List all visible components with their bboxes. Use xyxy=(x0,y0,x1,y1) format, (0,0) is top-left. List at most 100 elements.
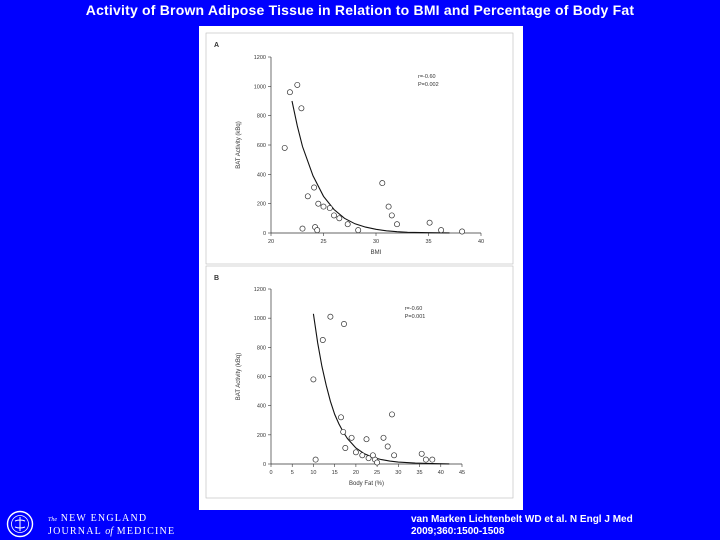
data-point xyxy=(319,337,326,343)
y-tick-label: 600 xyxy=(257,375,266,381)
x-tick-label: 25 xyxy=(320,239,326,245)
y-tick-label: 1000 xyxy=(254,84,266,90)
journal-name: The NEW ENGLAND JOURNAL of MEDICINE xyxy=(48,513,175,537)
figure-panel: A 20 25 30 35 40 0 200 400 600 800 1000 1200 BMI BAT A… xyxy=(199,26,523,510)
journal-line2: JOURNAL of MEDICINE xyxy=(48,526,175,537)
data-point xyxy=(315,200,322,207)
data-point xyxy=(294,81,301,88)
y-tick-label: 1000 xyxy=(254,316,266,322)
x-axis-label: BMI xyxy=(371,250,382,256)
y-tick-label: 400 xyxy=(257,404,266,410)
data-point xyxy=(314,227,321,234)
data-point xyxy=(388,212,395,219)
data-point xyxy=(311,184,318,191)
citation-line2: 2009;360:1500-1508 xyxy=(411,526,505,537)
data-point xyxy=(298,105,305,112)
y-tick-label: 0 xyxy=(263,462,266,468)
journal-logo: The NEW ENGLAND JOURNAL of MEDICINE xyxy=(4,508,204,538)
data-point xyxy=(374,459,381,466)
journal-of-word: of xyxy=(105,526,114,537)
fit-curve xyxy=(312,313,450,465)
data-point xyxy=(389,411,395,418)
y-axis-label: BAT Activity (kBq) xyxy=(236,353,242,400)
data-point xyxy=(342,445,349,451)
x-tick-label: 35 xyxy=(416,470,422,476)
journal-seal-icon xyxy=(6,510,34,538)
data-point xyxy=(341,321,347,327)
fit-curve xyxy=(291,100,450,234)
journal-word: JOURNAL xyxy=(48,526,102,537)
data-point xyxy=(363,436,370,443)
x-tick-label: 0 xyxy=(269,470,272,476)
x-tick-label: 20 xyxy=(353,470,359,476)
data-point xyxy=(352,449,359,456)
data-point xyxy=(331,212,337,219)
data-point xyxy=(394,221,400,228)
data-point xyxy=(380,434,387,441)
data-point xyxy=(438,227,445,234)
citation-line1: van Marken Lichtenbelt WD et al. N Engl … xyxy=(411,514,633,525)
x-tick-label: 20 xyxy=(268,239,274,245)
x-tick-label: 30 xyxy=(395,470,401,476)
data-point xyxy=(338,414,344,421)
x-tick-label: 5 xyxy=(291,470,294,476)
annotation-r: r=-0.60 xyxy=(405,306,423,312)
data-point xyxy=(429,456,436,463)
y-tick-label: 800 xyxy=(257,345,266,351)
data-point xyxy=(369,452,376,459)
annotation-p: P=0.001 xyxy=(405,314,426,320)
y-tick-label: 1200 xyxy=(254,55,266,61)
journal-medicine-word: MEDICINE xyxy=(116,526,176,537)
x-tick-label: 40 xyxy=(478,239,484,245)
data-point xyxy=(312,456,319,463)
data-point xyxy=(344,221,351,228)
data-point xyxy=(426,219,433,226)
x-tick-label: 25 xyxy=(374,470,380,476)
y-axis-label: BAT Activity (kBq) xyxy=(236,121,242,168)
data-point xyxy=(348,434,355,441)
y-tick-label: 1200 xyxy=(254,287,266,293)
data-point xyxy=(379,180,386,187)
y-tick-label: 400 xyxy=(257,172,266,178)
data-point xyxy=(310,376,317,383)
annotation-p: P=0.002 xyxy=(418,82,439,88)
data-point xyxy=(336,215,343,222)
panel-label: B xyxy=(214,275,219,282)
data-point xyxy=(327,313,334,320)
x-tick-label: 40 xyxy=(438,470,444,476)
annotation-r: r=-0.60 xyxy=(418,74,436,80)
x-tick-label: 10 xyxy=(310,470,316,476)
data-point xyxy=(340,428,347,435)
y-tick-label: 200 xyxy=(257,202,266,208)
data-point xyxy=(418,450,425,457)
data-point xyxy=(326,205,333,212)
panel-frame xyxy=(205,32,514,265)
data-point xyxy=(365,455,372,462)
y-tick-label: 200 xyxy=(257,433,266,439)
y-tick-label: 600 xyxy=(257,143,266,149)
x-tick-label: 15 xyxy=(332,470,338,476)
data-point xyxy=(384,443,391,450)
x-tick-label: 30 xyxy=(373,239,379,245)
panel-label: A xyxy=(214,42,219,49)
x-tick-label: 35 xyxy=(425,239,431,245)
citation: van Marken Lichtenbelt WD et al. N Engl … xyxy=(411,514,633,538)
data-point xyxy=(320,203,327,210)
y-tick-label: 800 xyxy=(257,114,266,120)
data-point xyxy=(355,227,362,234)
journal-prefix: The xyxy=(48,517,57,523)
data-point xyxy=(422,456,429,463)
data-point xyxy=(459,228,466,235)
x-axis-label: Body Fat (%) xyxy=(349,481,384,487)
data-point xyxy=(281,144,288,151)
data-point xyxy=(385,203,392,210)
y-tick-label: 0 xyxy=(263,231,266,237)
data-point xyxy=(286,89,293,96)
data-point xyxy=(359,452,366,459)
slide-title: Activity of Brown Adipose Tissue in Rela… xyxy=(85,2,635,18)
x-tick-label: 45 xyxy=(459,470,465,476)
data-point xyxy=(299,225,306,232)
journal-line1: NEW ENGLAND xyxy=(60,513,148,524)
